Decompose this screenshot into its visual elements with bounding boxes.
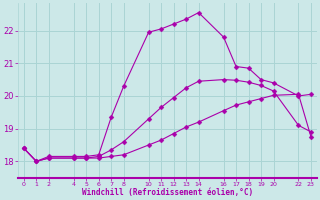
X-axis label: Windchill (Refroidissement éolien,°C): Windchill (Refroidissement éolien,°C) xyxy=(82,188,253,197)
